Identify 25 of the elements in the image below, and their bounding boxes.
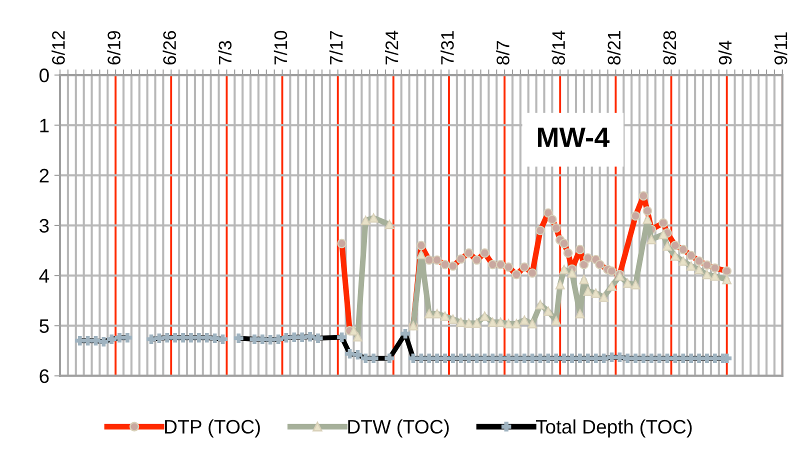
x-tick-label: 8/7 — [496, 41, 510, 65]
y-tick-label: 6 — [40, 369, 49, 384]
x-tick-label: 7/10 — [274, 30, 288, 64]
x-tick-label: 6/26 — [162, 31, 176, 64]
y-tick-label: 5 — [40, 319, 49, 333]
y-tick-label: 1 — [40, 118, 49, 132]
x-tick-label: 8/14 — [552, 30, 565, 65]
legend-label: DTP (TOC) — [165, 419, 260, 438]
y-tick-label: 2 — [40, 168, 49, 182]
x-tick-label: 7/31 — [440, 31, 454, 64]
x-tick-label: 9/4 — [718, 40, 732, 65]
legend-label: DTW (TOC) — [348, 419, 449, 438]
x-tick-label: 6/12 — [52, 31, 65, 64]
y-tick-label: 0 — [40, 68, 49, 82]
x-tick-label: 7/3 — [218, 41, 232, 64]
legend-label: Total Depth (TOC) — [536, 419, 692, 438]
x-tick-label: 7/17 — [329, 31, 343, 64]
x-tick-label: 8/28 — [662, 30, 676, 65]
y-tick-label: 3 — [40, 218, 49, 233]
x-tick-label: 7/24 — [385, 30, 398, 64]
x-tick-label: 9/11 — [774, 32, 788, 65]
y-tick-label: 4 — [39, 269, 50, 283]
text: MW-4 — [538, 128, 610, 147]
x-tick-label: 8/21 — [607, 31, 621, 65]
x-tick-label: 6/19 — [107, 31, 120, 64]
